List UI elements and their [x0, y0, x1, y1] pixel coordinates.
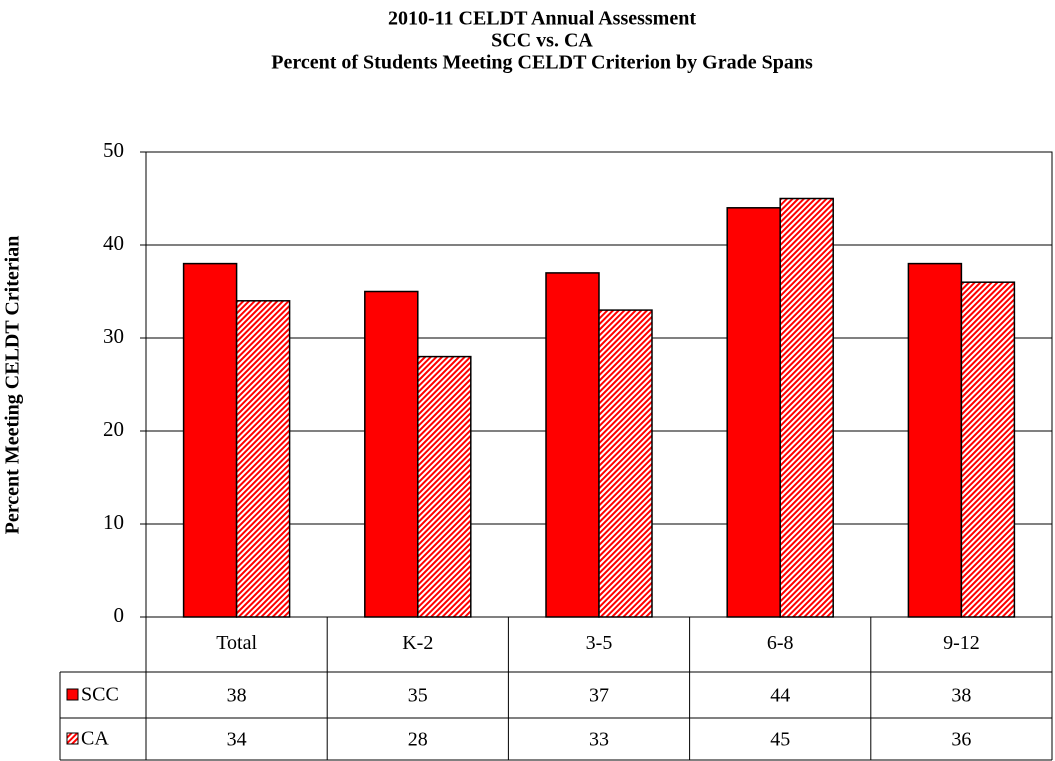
bar	[545, 272, 600, 618]
table-value: 35	[408, 685, 428, 707]
bar	[960, 281, 1016, 618]
table-value: 45	[770, 729, 790, 751]
x-tick-label: 3-5	[586, 632, 613, 654]
chart-title: 2010-11 CELDT Annual Assessment	[388, 8, 696, 30]
table-value: 28	[408, 729, 428, 751]
y-tick-label: 0	[114, 603, 125, 627]
table-value: 37	[589, 685, 609, 707]
bar	[907, 262, 963, 618]
legend-label: CA	[81, 728, 109, 750]
legend-key	[66, 688, 79, 701]
bar	[235, 300, 291, 618]
x-tick-label: K-2	[402, 632, 433, 654]
bar	[182, 262, 238, 618]
chart-subtitle: SCC vs. CA	[491, 30, 593, 52]
table-value: 36	[951, 729, 971, 751]
table-value: 34	[227, 729, 247, 751]
bar	[726, 207, 781, 618]
y-axis-label: Percent Meeting CELDT Criterian	[2, 236, 24, 535]
x-tick-label: Total	[216, 632, 257, 654]
chart-subtitle: Percent of Students Meeting CELDT Criter…	[271, 52, 813, 74]
bar	[417, 355, 472, 618]
y-tick-label: 50	[103, 138, 124, 162]
table-value: 33	[589, 729, 609, 751]
table-value: 44	[770, 685, 790, 707]
y-tick-label: 30	[103, 324, 124, 348]
y-tick-label: 40	[103, 231, 124, 255]
legend-label: SCC	[81, 684, 119, 706]
bar	[779, 197, 834, 618]
y-tick-label: 10	[103, 510, 124, 534]
bar	[364, 290, 419, 618]
x-tick-label: 9-12	[943, 632, 980, 654]
y-tick-label: 20	[103, 417, 124, 441]
x-tick-label: 6-8	[767, 632, 794, 654]
legend-key	[66, 732, 79, 745]
bar	[598, 309, 653, 618]
table-value: 38	[227, 685, 247, 707]
table-value: 38	[951, 685, 971, 707]
